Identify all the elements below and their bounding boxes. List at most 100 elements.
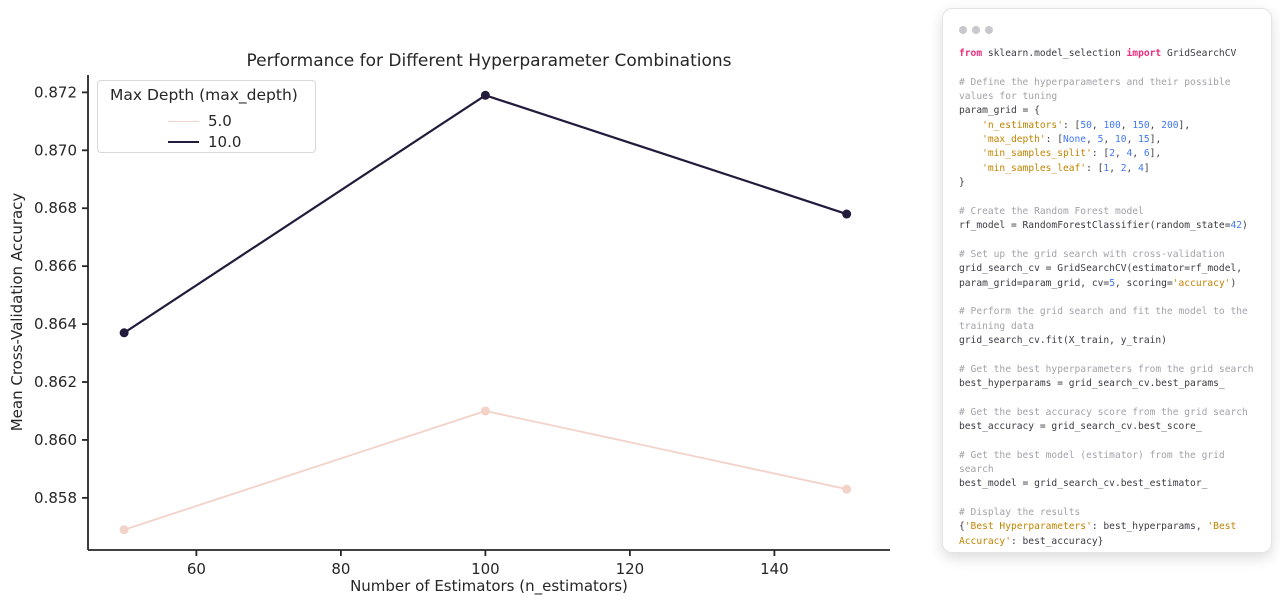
series-line-5.0 — [123, 410, 847, 531]
legend-line-swatch-icon — [168, 141, 199, 143]
code-token: 4 — [1138, 162, 1144, 174]
code-token: # Define the hyperparameters and their p… — [959, 76, 1231, 88]
chart-series — [119, 90, 852, 535]
code-line: 'n_estimators': [50, 100, 150, 200], — [959, 119, 1263, 133]
code-token — [959, 163, 982, 174]
code-line — [959, 61, 1263, 75]
data-point — [480, 406, 490, 416]
x-axis-label: Number of Estimators (n_estimators) — [350, 577, 628, 596]
code-token — [959, 148, 982, 159]
code-token: grid_search_cv.fit(X_train, y_train) — [959, 334, 1167, 346]
code-token: ], — [1178, 119, 1191, 131]
code-line: 'min_samples_leaf': [1, 2, 4] — [959, 162, 1263, 176]
code-line: values for tuning — [959, 90, 1263, 104]
code-token: 100 — [1103, 119, 1121, 131]
y-axis-label: Mean Cross-Validation Accuracy — [8, 193, 26, 432]
code-token: best_hyperparams = grid_search_cv.best_p… — [959, 377, 1225, 389]
code-line: # Get the best accuracy score from the g… — [959, 406, 1263, 420]
code-token: rf_model = RandomForestClassifier(random… — [959, 220, 1231, 232]
code-token: 2 — [1109, 148, 1115, 160]
code-token: 'Best — [1207, 521, 1237, 533]
code-snippet-card: from sklearn.model_selection import Grid… — [942, 8, 1272, 553]
legend-entry-max-depth-5: 5.0 — [168, 112, 232, 130]
code-token: 10 — [1115, 134, 1127, 146]
legend-line-swatch-icon — [168, 120, 199, 122]
code-token: 42 — [1230, 220, 1243, 232]
code-line — [959, 190, 1263, 204]
x-tick-label: 120 — [616, 560, 645, 578]
y-tick-label: 0.870 — [34, 141, 77, 159]
code-token: from — [959, 48, 983, 59]
code-token: 6 — [1143, 148, 1150, 160]
code-line: best_accuracy = grid_search_cv.best_scor… — [959, 420, 1263, 434]
code-token: : [ — [1045, 134, 1063, 146]
code-block: from sklearn.model_selection import Grid… — [959, 47, 1263, 549]
code-token: , — [1103, 134, 1115, 146]
code-token: # Create the Random Forest model — [959, 205, 1144, 217]
code-line — [959, 434, 1263, 448]
code-token: ) — [1242, 220, 1248, 232]
code-line: 'min_samples_split': [2, 4, 6], — [959, 147, 1263, 161]
chart-canvas: Performance for Different Hyperparameter… — [8, 51, 890, 596]
code-token: 150 — [1132, 119, 1150, 131]
code-token: 5 — [1097, 134, 1104, 146]
code-token: , — [1149, 119, 1162, 131]
legend-entry-label: 5.0 — [208, 112, 232, 130]
code-token: grid_search_cv = GridSearchCV(estimator=… — [959, 263, 1243, 275]
code-line: from sklearn.model_selection import Grid… — [959, 47, 1263, 61]
code-line: rf_model = RandomForestClassifier(random… — [959, 219, 1263, 233]
code-line: # Display the results — [959, 506, 1263, 520]
code-line: # Set up the grid search with cross-vali… — [959, 248, 1263, 262]
code-token: , — [1086, 134, 1098, 146]
hyperparameter-chart: Performance for Different Hyperparameter… — [8, 51, 890, 596]
code-line: grid_search_cv = GridSearchCV(estimator=… — [959, 262, 1263, 276]
chart-legend: Max Depth (max_depth) 5.0 10.0 — [97, 80, 316, 153]
code-line — [959, 291, 1263, 305]
code-token: 'min_samples_split' — [982, 148, 1092, 160]
window-dot-icon — [985, 26, 993, 34]
y-tick-label: 0.858 — [34, 489, 77, 507]
x-tick-label: 80 — [331, 560, 350, 578]
code-token: # Get the best model (estimator) from th… — [959, 449, 1225, 461]
code-line: search — [959, 463, 1263, 477]
x-tick-label: 140 — [760, 560, 789, 578]
code-line: grid_search_cv.fit(X_train, y_train) — [959, 334, 1263, 348]
x-tick-label: 100 — [471, 560, 500, 578]
code-token: 'n_estimators' — [982, 119, 1063, 131]
code-token: 'max_depth' — [982, 134, 1046, 146]
y-tick-label: 0.872 — [34, 83, 77, 101]
code-token: 4 — [1126, 148, 1133, 160]
code-line: # Get the best hyperparameters from the … — [959, 363, 1263, 377]
y-tick-label: 0.860 — [34, 431, 77, 449]
code-token: best_accuracy = grid_search_cv.best_scor… — [959, 420, 1202, 432]
code-token: ] — [1143, 162, 1150, 174]
code-token: None — [1062, 134, 1087, 146]
code-line: Accuracy': best_accuracy} — [959, 535, 1263, 549]
code-line: # Create the Random Forest model — [959, 205, 1263, 219]
code-token: : [ — [1062, 119, 1081, 131]
data-point — [842, 484, 852, 494]
code-token: # Get the best hyperparameters from the … — [959, 363, 1254, 375]
code-token: 1 — [1103, 162, 1110, 174]
code-token: 'accuracy' — [1172, 277, 1231, 289]
code-token: Accuracy' — [959, 535, 1011, 547]
data-point — [842, 209, 852, 219]
code-token: , scoring= — [1114, 277, 1173, 289]
code-line: # Define the hyperparameters and their p… — [959, 76, 1263, 90]
y-tick-label: 0.864 — [34, 315, 77, 333]
code-token: values for tuning — [959, 91, 1058, 103]
code-token: ], — [1149, 134, 1162, 146]
code-token: # Set up the grid search with cross-vali… — [959, 248, 1225, 260]
code-token: 'Best Hyperparameters' — [964, 521, 1092, 533]
code-token: training data — [959, 320, 1035, 332]
code-token: : [ — [1086, 162, 1104, 174]
legend-entry-max-depth-10: 10.0 — [168, 133, 241, 151]
code-token: : [ — [1091, 148, 1110, 160]
code-line — [959, 348, 1263, 362]
window-dot-icon — [972, 26, 980, 34]
code-token: GridSearchCV — [1161, 48, 1237, 59]
code-line: # Perform the grid search and fit the mo… — [959, 305, 1263, 319]
legend-title: Max Depth (max_depth) — [110, 86, 298, 104]
code-token: # Get the best accuracy score from the g… — [959, 406, 1248, 418]
code-token: } — [959, 177, 965, 189]
